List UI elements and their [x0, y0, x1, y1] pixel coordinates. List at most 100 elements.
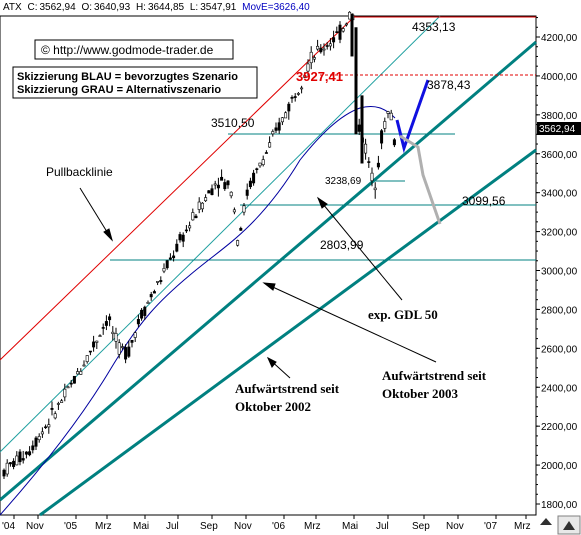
- candle-body: [200, 202, 204, 210]
- scroll-button[interactable]: [557, 515, 581, 535]
- x-tick-label: Mai: [133, 521, 149, 532]
- candle-body: [114, 333, 118, 342]
- x-tick-label: Sep: [200, 521, 218, 532]
- candle-body: [312, 57, 316, 60]
- y-tick-label: 3800,00: [541, 111, 578, 122]
- legend-line-grey: Skizzierung GRAU = Alternativszenario: [17, 84, 221, 96]
- candle-body: [120, 346, 124, 348]
- x-tick-label: Nov: [234, 521, 252, 532]
- y-tick-label: 2600,00: [541, 344, 578, 355]
- candle-body: [101, 327, 105, 329]
- plot-area: [0, 15, 537, 516]
- candle-body: [76, 371, 80, 375]
- candle-body: [268, 142, 272, 148]
- candle-body: [92, 341, 96, 348]
- candle-body: [207, 190, 211, 194]
- candle-body: [386, 111, 390, 114]
- candle-body: [354, 27, 358, 135]
- candle-body: [332, 37, 336, 43]
- candle-body: [220, 176, 224, 181]
- candle-body: [197, 201, 201, 210]
- candle-body: [85, 355, 89, 362]
- candle-body: [188, 225, 192, 229]
- x-axis: '04 Nov '05 Mrz Mai Jul Sep Nov '06 Mrz Mai Jul Sep N…: [2, 515, 531, 532]
- candle-body: [12, 460, 16, 467]
- grey-scenario-path: [399, 134, 442, 225]
- candle-body: [152, 291, 156, 294]
- candle-body: [328, 43, 332, 47]
- candle-body: [277, 122, 281, 131]
- candle-body: [18, 451, 22, 463]
- candle-body: [274, 127, 278, 131]
- uptrend-2003-line: [0, 40, 537, 502]
- candle-body: [149, 294, 153, 298]
- candle-body: [37, 436, 41, 441]
- arrow-head-gdl: [316, 196, 328, 209]
- candle-body: [367, 161, 371, 163]
- x-tick-label: Nov: [446, 521, 464, 532]
- candle-body: [104, 321, 108, 326]
- scroll-up-icon[interactable]: [563, 521, 575, 530]
- blue-scenario-path: [395, 79, 430, 154]
- y-tick-label: 3200,00: [541, 228, 578, 239]
- x-tick-label: '05: [64, 521, 77, 532]
- candle-body: [309, 51, 313, 64]
- triangle-up-icon: [540, 518, 552, 525]
- candle-body: [146, 302, 150, 304]
- candle-body: [392, 139, 396, 146]
- copyright-text: © http://www.godmode-trader.de: [41, 43, 214, 57]
- x-tick-label: '04: [2, 521, 15, 532]
- candle-body: [335, 31, 339, 33]
- x-tick-label: Mrz: [95, 521, 112, 532]
- candle-body: [2, 469, 6, 477]
- candle-body: [300, 87, 304, 90]
- candle-body: [53, 413, 57, 419]
- candle-body: [248, 180, 252, 188]
- candle-body: [341, 28, 345, 32]
- x-tick-label: Mrz: [514, 521, 531, 532]
- arrow-head-trend2003: [262, 282, 276, 291]
- last-price-label: 3562,94: [539, 124, 576, 135]
- header-quote: ATX C: 3562,94 O: 3640,93 H: 3644,85 L: 3547…: [3, 2, 310, 13]
- candle-body: [63, 388, 67, 398]
- y-tick-label: 3400,00: [541, 189, 578, 200]
- label-3238: 3238,69: [325, 176, 362, 187]
- y-tick-label: 2000,00: [541, 461, 578, 472]
- candle-body: [88, 350, 92, 353]
- candle-body: [175, 243, 179, 252]
- candle-body: [178, 234, 182, 241]
- y-tick-label: 3600,00: [541, 150, 578, 161]
- candle-body: [95, 340, 99, 343]
- label-4353: 4353,13: [412, 20, 456, 34]
- candle-body: [236, 240, 240, 246]
- arrow-trend2003: [263, 282, 437, 363]
- label-trend2002-line2: Oktober 2002: [235, 399, 311, 414]
- arrow-head-trend2002: [266, 356, 277, 368]
- candle-body: [194, 215, 198, 219]
- candle-body: [280, 117, 284, 123]
- candle-body: [165, 260, 169, 269]
- x-tick-label: Mai: [342, 521, 358, 532]
- last-price-box: [537, 122, 581, 135]
- candle-body: [21, 458, 25, 461]
- label-3510: 3510,50: [211, 116, 255, 130]
- candle-body: [364, 143, 368, 154]
- candle-body: [24, 451, 28, 455]
- candle-body: [245, 189, 249, 196]
- candle-body: [264, 152, 268, 154]
- candle-body: [40, 431, 44, 435]
- label-2803: 2803,99: [320, 238, 364, 252]
- candle-body: [210, 188, 214, 196]
- label-trend2003-line2: Oktober 2003: [382, 386, 458, 401]
- candle-body: [82, 364, 86, 367]
- candle-body: [159, 280, 163, 282]
- candle-body: [223, 182, 227, 190]
- candle-body: [204, 197, 208, 202]
- candle-body: [181, 234, 185, 242]
- x-tick-label: Sep: [412, 521, 430, 532]
- arrow-head-pullback: [103, 228, 113, 242]
- candle-body: [111, 331, 115, 334]
- candle-body: [191, 212, 195, 221]
- candle-body: [296, 93, 300, 95]
